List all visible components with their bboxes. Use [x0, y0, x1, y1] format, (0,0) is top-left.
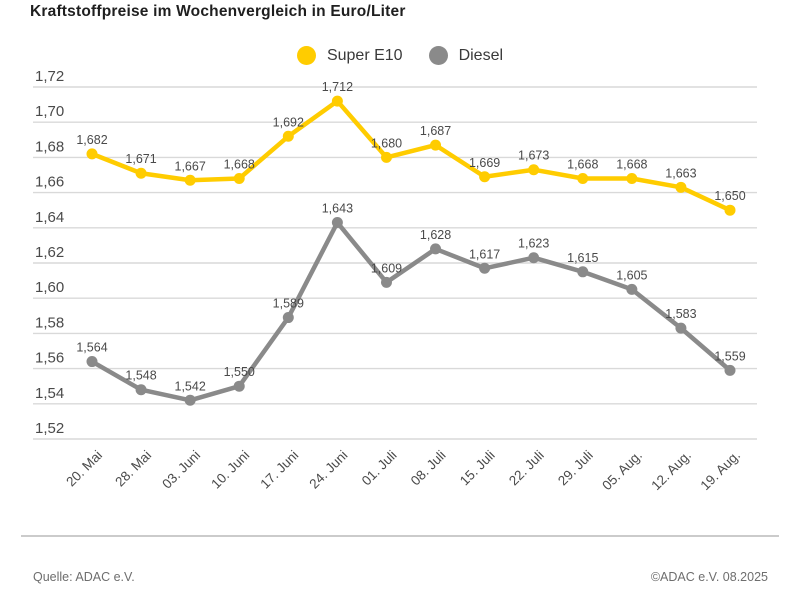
y-axis-tick-label: 1,64 [35, 209, 64, 226]
data-point [528, 164, 540, 176]
data-point [331, 95, 343, 107]
legend-label-super-e10: Super E10 [326, 46, 403, 64]
y-axis-tick-label: 1,72 [35, 68, 64, 85]
y-axis-tick-label: 1,52 [35, 420, 64, 437]
super-e10-dot-icon [296, 46, 316, 65]
x-axis-tick-label: 05. Aug. [599, 448, 645, 494]
data-point-label: 1,542 [175, 379, 206, 393]
x-axis-tick-label: 10. Juni [208, 448, 252, 492]
footer: Quelle: ADAC e.V. ©ADAC e.V. 08.2025 [33, 570, 768, 584]
x-axis-tick-label: 19. Aug. [697, 448, 743, 494]
x-axis-tick-label: 20. Mai [63, 448, 105, 490]
data-point-label: 1,564 [76, 341, 107, 355]
y-axis-tick-label: 1,58 [35, 314, 64, 331]
x-axis-tick-label: 12. Aug. [648, 448, 694, 494]
data-point-label: 1,609 [371, 261, 402, 275]
data-point-label: 1,673 [518, 149, 549, 163]
data-point-label: 1,671 [125, 152, 156, 166]
legend-item-diesel: Diesel [428, 46, 504, 65]
data-point-label: 1,668 [616, 158, 647, 172]
data-point [86, 148, 98, 160]
data-point [577, 173, 589, 185]
x-axis-tick-label: 17. Juni [257, 448, 301, 492]
x-axis-tick-label: 01. Juli [359, 448, 400, 489]
data-point [528, 252, 540, 264]
data-point-label: 1,682 [76, 133, 107, 147]
price-line-chart: 1,52 1,54 1,56 1,58 1,60 1,62 1,64 1,66 1,68 1,70… [33, 68, 757, 494]
data-point [233, 173, 245, 185]
data-point [282, 312, 294, 324]
data-point-label: 1,617 [469, 247, 500, 261]
data-point [380, 276, 392, 288]
y-axis-tick-label: 1,56 [35, 350, 64, 367]
data-point [184, 394, 196, 406]
legend-item-super-e10: Super E10 [296, 46, 403, 65]
series-line-super-e10 [89, 98, 733, 213]
data-point-label: 1,692 [273, 115, 304, 129]
y-axis-tick-label: 1,54 [35, 385, 64, 402]
data-point-label: 1,583 [665, 307, 696, 321]
y-axis-tick-label: 1,60 [35, 279, 64, 296]
data-point [135, 384, 147, 396]
x-axis-tick-label: 28. Mai [112, 448, 154, 490]
data-point-label: 1,589 [273, 297, 304, 311]
data-point [430, 243, 442, 255]
data-point [430, 139, 442, 151]
data-point [577, 266, 589, 278]
y-axis-tick-label: 1,68 [35, 138, 64, 155]
x-axis-tick-label: 22. Juli [506, 448, 547, 489]
x-axis-tick-label: 15. Juli [457, 448, 498, 489]
data-point-label: 1,668 [567, 158, 598, 172]
data-point-label: 1,650 [714, 189, 745, 203]
data-point-label: 1,669 [469, 156, 500, 170]
data-point [675, 181, 687, 193]
data-point-label: 1,667 [175, 159, 206, 173]
chart-legend: Super E10 Diesel [0, 46, 800, 65]
data-point-label: 1,663 [665, 166, 696, 180]
y-axis-tick-label: 1,70 [35, 103, 64, 120]
data-point [479, 171, 491, 183]
data-point-label: 1,687 [420, 124, 451, 138]
diesel-dot-icon [428, 46, 448, 65]
data-point [135, 167, 147, 179]
data-point [675, 322, 687, 334]
page-title: Kraftstoffpreise im Wochenvergleich in E… [30, 3, 406, 21]
data-point-label: 1,548 [125, 369, 156, 383]
data-point [479, 262, 491, 274]
data-point-label: 1,559 [714, 349, 745, 363]
legend-label-diesel: Diesel [458, 46, 504, 64]
data-point-label: 1,680 [371, 136, 402, 150]
data-point-label: 1,643 [322, 202, 353, 216]
x-axis-tick-label: 24. Juni [306, 448, 350, 492]
series-line-diesel [89, 220, 733, 403]
data-point [233, 380, 245, 392]
data-point-label: 1,712 [322, 80, 353, 94]
data-point [724, 364, 736, 376]
data-point-label: 1,615 [567, 251, 598, 265]
data-point [626, 283, 638, 295]
data-point-label: 1,668 [224, 158, 255, 172]
x-axis-tick-label: 29. Juli [555, 448, 596, 489]
copyright-text: ©ADAC e.V. 08.2025 [650, 570, 768, 584]
data-point [626, 173, 638, 185]
data-point [380, 151, 392, 163]
x-axis-tick-label: 03. Juni [159, 448, 203, 492]
data-point-label: 1,605 [616, 268, 647, 282]
data-point [86, 356, 98, 368]
data-point [282, 130, 294, 142]
source-text: Quelle: ADAC e.V. [33, 570, 135, 584]
footer-divider [21, 535, 779, 537]
y-axis-tick-label: 1,62 [35, 244, 64, 261]
x-axis-tick-label: 08. Juli [408, 448, 449, 489]
y-axis-tick-label: 1,66 [35, 174, 64, 191]
data-point [724, 204, 736, 216]
data-point-label: 1,628 [420, 228, 451, 242]
data-point-label: 1,623 [518, 237, 549, 251]
data-point-label: 1,550 [224, 365, 255, 379]
data-point [331, 217, 343, 229]
data-point [184, 174, 196, 186]
